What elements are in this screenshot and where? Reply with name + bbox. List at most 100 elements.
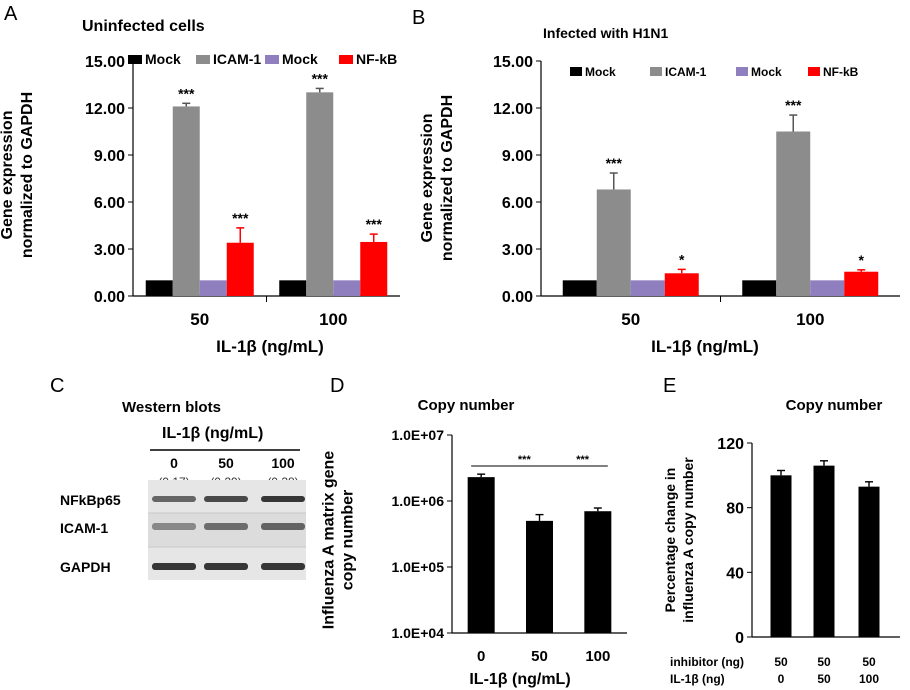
chart-b: Infected with H1N1 Mock ICAM-1 Mock NF-kB 0… — [419, 25, 900, 356]
significance-label: *** — [785, 97, 802, 113]
blot-band — [152, 523, 196, 530]
condition-value: 50 — [862, 655, 876, 669]
ylabel-line: copy number — [340, 490, 357, 590]
chart-d-xlabel: IL-1β (ng/mL) — [469, 671, 570, 688]
y-tick-label: 9.00 — [94, 148, 125, 165]
panel-letter-a: A — [4, 3, 18, 25]
chart-b-axes: 0.00 3.00 6.00 9.00 12.00 15.00 50 100 — [493, 54, 900, 329]
chart-e-ylabel: Percentage change in influenza A copy num… — [662, 457, 696, 623]
bar-mock-100 — [742, 280, 777, 296]
x-tick-label: 50 — [621, 310, 640, 329]
y-tick-label: 1.0E+04 — [391, 625, 444, 641]
chart-a-axes: 0.00 3.00 6.00 9.00 12.00 15.00 50 100 — [85, 54, 400, 329]
y-tick-label: 12.00 — [493, 101, 533, 118]
condition-row-label: inhibitor (ng) — [670, 655, 744, 669]
bar-mock-50 — [630, 280, 665, 296]
chart-b-legend: Mock ICAM-1 Mock NF-kB — [570, 65, 859, 79]
bar-2 — [813, 465, 835, 637]
western-rows: NFkBp65 ICAM-1 GAPDH — [60, 492, 121, 575]
y-tick-label: 0 — [735, 630, 744, 647]
western-header: IL-1β (ng/mL) — [162, 425, 263, 442]
blot-band — [261, 563, 305, 570]
chart-a-bars: *** *** *** *** — [145, 70, 388, 296]
bar-50 — [526, 520, 553, 633]
chart-a-ylabel: Gene expression normalized to GAPDH — [0, 92, 36, 258]
significance-label: *** — [366, 216, 383, 232]
legend-swatch — [736, 67, 748, 76]
legend-swatch — [265, 55, 279, 64]
legend-swatch — [808, 67, 820, 76]
blot-band — [261, 496, 305, 502]
legend-swatch — [650, 67, 662, 76]
bar-icam-1-50 — [172, 106, 200, 296]
y-tick-label: 15.00 — [493, 54, 533, 71]
significance-label: *** — [232, 210, 249, 226]
bar-mock-100 — [279, 280, 307, 296]
x-tick-label: 0 — [477, 648, 485, 665]
chart-b-ylabel: Gene expression normalized to GAPDH — [419, 95, 456, 261]
condition-row-label: IL-1β (ng) — [670, 672, 725, 686]
blot-band — [152, 563, 196, 570]
western-blot-panel: Western blots IL-1β (ng/mL) 0(0.17)50(0.… — [60, 399, 306, 580]
y-tick-label: 12.00 — [85, 101, 125, 118]
y-tick-label: 80 — [726, 501, 744, 518]
ylabel-line: normalized to GAPDH — [19, 92, 36, 258]
legend-swatch — [570, 67, 582, 76]
bar-3 — [858, 486, 880, 637]
y-tick-label: 15.00 — [85, 54, 125, 71]
blot-row-label: ICAM-1 — [60, 520, 108, 536]
legend-swatch — [128, 55, 142, 64]
significance-label: *** — [178, 85, 195, 101]
chart-a-title: Uninfected cells — [82, 18, 205, 35]
lane-label: 0 — [170, 455, 178, 471]
bar-mock-50 — [562, 280, 597, 296]
y-tick-label: 3.00 — [502, 242, 533, 259]
x-tick-label: 50 — [531, 648, 548, 665]
x-tick-label: 100 — [585, 648, 610, 665]
y-tick-label: 6.00 — [502, 195, 533, 212]
y-tick-label: 1.0E+06 — [391, 493, 444, 509]
significance-label: *** — [606, 155, 623, 171]
significance-label: *** — [576, 454, 590, 466]
chart-a-legend: Mock ICAM-1 Mock NF-kB — [128, 51, 397, 67]
ylabel-line: influenza A copy number — [680, 457, 696, 623]
significance-label: *** — [312, 70, 329, 86]
condition-value: 50 — [774, 655, 788, 669]
bar-nf-kb-100 — [844, 271, 879, 296]
legend-label: ICAM-1 — [665, 65, 707, 79]
legend-label: Mock — [282, 51, 318, 67]
chart-e-conditions: inhibitor (ng) 50 50 50 IL-1β (ng) 0 50 100 — [670, 655, 879, 686]
chart-b-title: Infected with H1N1 — [543, 25, 668, 41]
blot-band — [204, 496, 248, 502]
western-bands — [152, 496, 305, 570]
bar-icam-1-100 — [776, 131, 811, 296]
chart-d: Copy number 1.0E+04 1.0E+05 1.0E+06 1.0E+07… — [321, 397, 627, 688]
panel-letter-c: C — [50, 375, 64, 397]
bar-mock-100 — [810, 280, 845, 296]
blot-band — [204, 523, 248, 530]
legend-label: ICAM-1 — [213, 51, 261, 67]
ylabel-line: Gene expression — [0, 111, 16, 240]
y-tick-label: 40 — [726, 565, 744, 582]
y-tick-label: 120 — [717, 436, 744, 453]
significance-label: *** — [518, 454, 532, 466]
blot-band — [261, 523, 305, 530]
chart-d-ylabel: Influenza A matrix gene copy number — [321, 451, 357, 630]
y-tick-label: 1.0E+07 — [391, 427, 444, 443]
condition-value: 0 — [778, 672, 785, 686]
legend-label: Mock — [585, 65, 616, 79]
y-tick-label: 1.0E+05 — [391, 559, 444, 575]
x-tick-label: 100 — [796, 310, 824, 329]
panel-letter-e: E — [663, 375, 676, 397]
blot-band — [152, 496, 196, 502]
bar-mock-50 — [199, 280, 227, 296]
condition-value: 100 — [859, 672, 879, 686]
significance-label: * — [679, 251, 685, 267]
bar-1 — [770, 475, 792, 637]
x-tick-label: 100 — [319, 310, 347, 329]
x-tick-label: 50 — [190, 310, 209, 329]
chart-d-title: Copy number — [418, 397, 515, 414]
y-tick-label: 0.00 — [502, 289, 533, 306]
chart-e: Copy number 0 40 80 120 Percentage change i… — [662, 397, 900, 686]
